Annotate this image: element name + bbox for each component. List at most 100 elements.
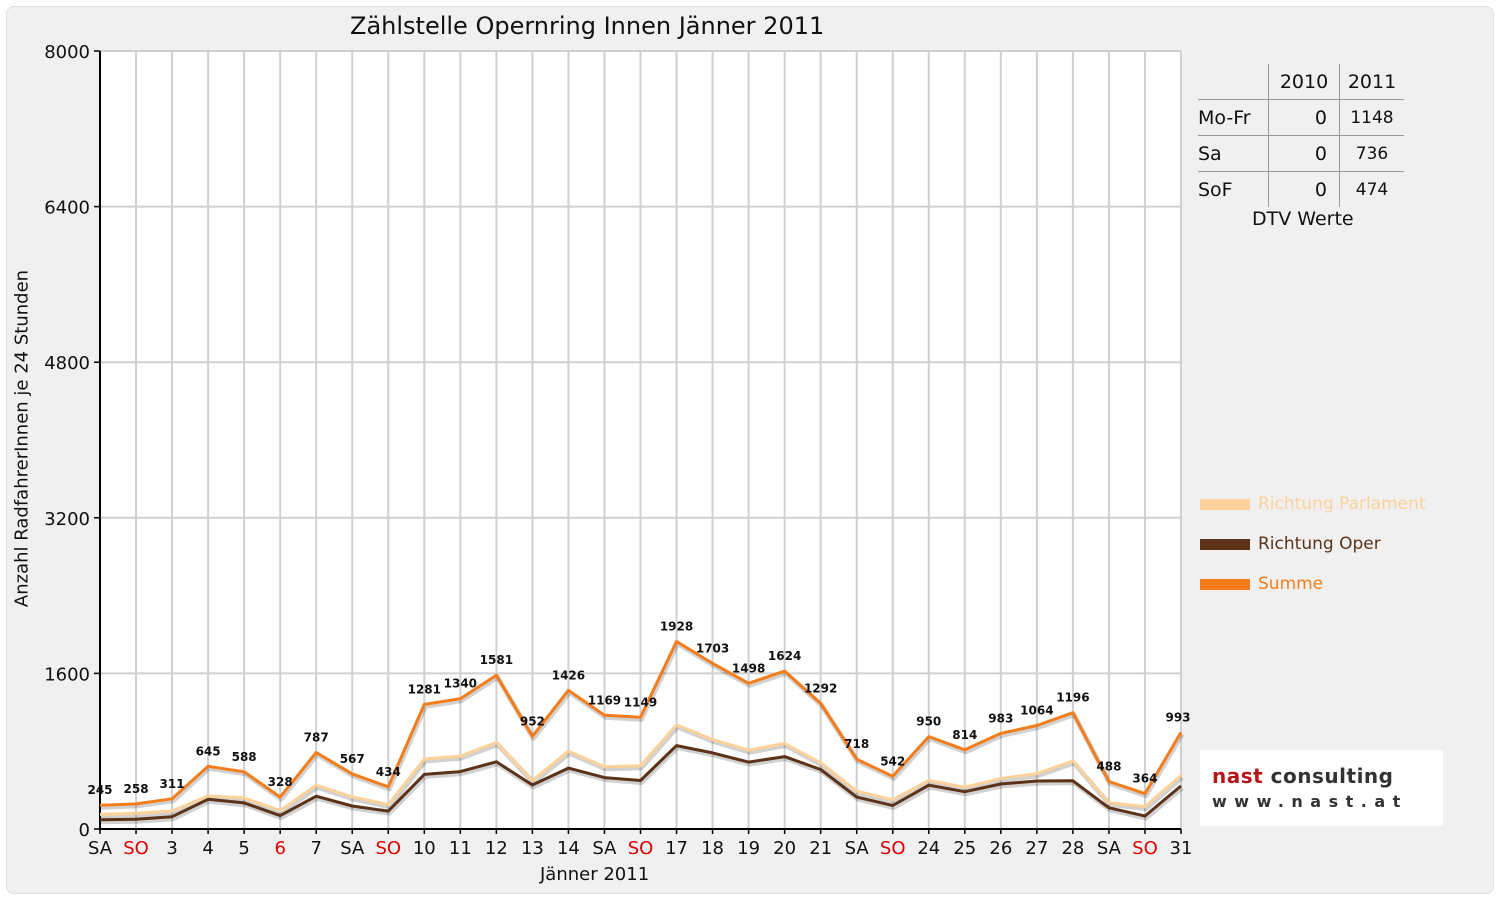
y-tick-label: 4800 [44, 353, 90, 374]
x-tick-label: 4 [202, 838, 213, 859]
y-tick-label: 6400 [44, 198, 90, 219]
legend-swatch [1200, 538, 1250, 550]
series-line-richtung-oper-shadow [100, 745, 1184, 825]
data-label: 718 [844, 737, 869, 751]
legend-swatch [1200, 578, 1250, 590]
x-tick-label: 10 [413, 838, 436, 859]
x-tick-label: SA [845, 838, 870, 859]
dtv-table: 2010 2011 Mo-Fr 0 1148 Sa 0 736 SoF 0 47… [1198, 64, 1418, 207]
y-tick-label: 8000 [44, 42, 90, 63]
dtv-header-2010: 2010 [1268, 64, 1340, 100]
dtv-value-2011: 736 [1339, 135, 1404, 172]
data-label: 434 [376, 765, 401, 779]
data-label: 1064 [1020, 704, 1053, 718]
series-line-summe [99, 640, 1183, 807]
y-tick-label: 1600 [44, 664, 90, 685]
logo-word-nast: nast [1212, 764, 1264, 788]
data-label: 542 [880, 754, 905, 768]
data-label: 983 [988, 711, 1013, 725]
series-line-richtung-oper [99, 744, 1182, 822]
x-tick-label: SO [375, 838, 401, 859]
x-tick-label: 20 [773, 838, 796, 859]
dtv-row-label: Sa [1198, 135, 1269, 172]
x-tick-label: 17 [665, 838, 688, 859]
data-label: 567 [340, 752, 365, 766]
data-label: 1703 [696, 641, 729, 655]
data-label: 1149 [624, 695, 657, 709]
x-tick-label: SA [340, 838, 365, 859]
data-label: 364 [1132, 772, 1157, 786]
dtv-header-2011: 2011 [1339, 64, 1404, 100]
x-tick-label: 13 [521, 838, 544, 859]
dtv-caption: DTV Werte [1252, 208, 1354, 230]
x-tick-label: 27 [1025, 838, 1048, 859]
dtv-row: SoF 0 474 [1198, 171, 1404, 207]
logo-url: www.nast.at [1212, 792, 1408, 811]
data-label: 1340 [444, 677, 477, 691]
y-tick-label: 3200 [44, 509, 90, 530]
data-label: 1196 [1056, 691, 1089, 705]
dtv-value-2010: 0 [1268, 171, 1340, 207]
x-tick-label: 28 [1061, 838, 1084, 859]
data-label: 787 [304, 730, 329, 744]
x-tick-label: SA [88, 838, 113, 859]
data-label: 1624 [768, 649, 801, 663]
data-label: 1498 [732, 661, 765, 675]
data-label: 1281 [408, 682, 441, 696]
data-label: 258 [124, 782, 149, 796]
company-logo: nast consulting www.nast.at [1200, 750, 1443, 826]
x-tick-label: 6 [274, 838, 285, 859]
data-label: 814 [952, 728, 977, 742]
x-tick-label: 7 [310, 838, 321, 859]
series-line-summe-shadow [100, 641, 1185, 810]
dtv-value-2010: 0 [1268, 99, 1340, 136]
data-label: 588 [232, 750, 257, 764]
data-label: 645 [196, 744, 221, 758]
dtv-row-label: Mo-Fr [1198, 99, 1269, 136]
y-axis-label: Anzahl RadfahrerInnen je 24 Stunden [11, 269, 33, 608]
dtv-row: Sa 0 736 [1198, 135, 1404, 172]
legend-label: Richtung Parlament [1258, 494, 1426, 514]
dtv-header-empty [1198, 64, 1269, 100]
x-tick-label: SO [880, 838, 906, 859]
x-tick-label: 25 [953, 838, 976, 859]
data-label: 950 [916, 715, 941, 729]
series-line-richtung-parlament [99, 723, 1182, 816]
data-label: 1426 [552, 668, 585, 682]
data-label: 952 [520, 714, 545, 728]
data-label: 1169 [588, 693, 621, 707]
dtv-value-2011: 1148 [1339, 99, 1404, 136]
chart-title: Zählstelle Opernring Innen Jänner 2011 [350, 12, 825, 40]
legend-item-oper: Richtung Oper [1200, 532, 1381, 556]
dtv-row-label: SoF [1198, 171, 1269, 207]
data-label: 993 [1165, 710, 1190, 724]
x-tick-label: 14 [557, 838, 580, 859]
legend-item-parlament: Richtung Parlament [1200, 492, 1426, 516]
x-tick-label: SO [123, 838, 149, 859]
x-tick-label: SO [628, 838, 654, 859]
legend-item-summe: Summe [1200, 572, 1323, 596]
data-label: 328 [268, 775, 293, 789]
x-tick-label: SA [1097, 838, 1122, 859]
logo-word-consulting: consulting [1270, 764, 1394, 788]
x-tick-label: SA [592, 838, 617, 859]
series-line-richtung-parlament-shadow [100, 724, 1184, 819]
x-tick-label: 21 [809, 838, 832, 859]
dtv-value-2011: 474 [1339, 171, 1404, 207]
x-tick-label: 24 [917, 838, 940, 859]
x-tick-label: 12 [485, 838, 508, 859]
dtv-row: Mo-Fr 0 1148 [1198, 99, 1404, 136]
data-label: 488 [1096, 760, 1121, 774]
legend-swatch [1200, 498, 1250, 510]
x-tick-label: 31 [1170, 838, 1193, 859]
x-tick-label: 26 [989, 838, 1012, 859]
x-tick-label: SO [1132, 838, 1158, 859]
x-tick-label: 19 [737, 838, 760, 859]
y-tick-label: 0 [79, 820, 90, 841]
legend-label: Summe [1258, 574, 1324, 594]
x-axis-label: Jänner 2011 [540, 864, 650, 885]
data-label: 311 [160, 777, 185, 791]
x-tick-label: 18 [701, 838, 724, 859]
legend-label: Richtung Oper [1258, 534, 1381, 554]
